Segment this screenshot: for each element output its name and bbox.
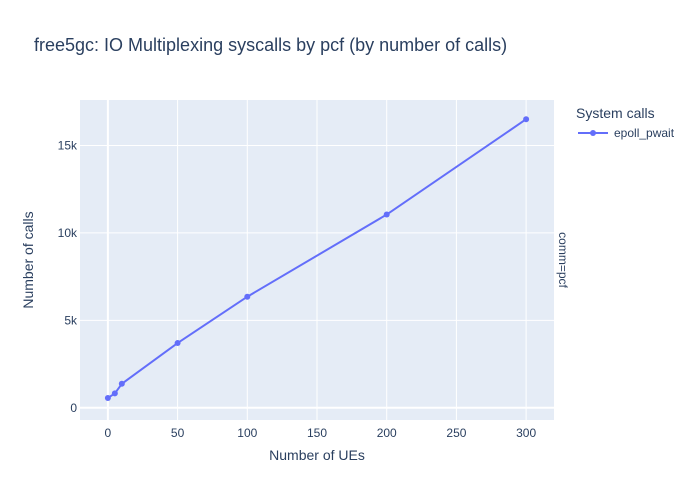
data-point[interactable] xyxy=(383,211,390,218)
x-tick-label: 100 xyxy=(237,426,257,440)
chart-title: free5gc: IO Multiplexing syscalls by pcf… xyxy=(34,35,507,55)
x-tick-label: 150 xyxy=(307,426,327,440)
legend: System calls epoll_pwait xyxy=(576,105,675,140)
y-tick-label: 15k xyxy=(58,138,78,152)
y-tick-label: 5k xyxy=(64,313,78,327)
legend-swatch-marker xyxy=(590,130,596,136)
y-tick-label: 0 xyxy=(70,401,77,415)
data-point[interactable] xyxy=(104,394,111,401)
x-tick-label: 250 xyxy=(446,426,466,440)
series-group xyxy=(104,116,530,401)
y-tick-labels: 0 5k 10k 15k xyxy=(58,138,78,414)
y-tick-label: 10k xyxy=(58,226,78,240)
data-point[interactable] xyxy=(244,293,251,300)
data-point[interactable] xyxy=(523,116,530,123)
x-axis-title: Number of UEs xyxy=(269,447,365,463)
data-point[interactable] xyxy=(118,380,125,387)
x-gridlines xyxy=(106,100,527,420)
x-tick-label: 0 xyxy=(105,426,112,440)
y-gridlines xyxy=(80,144,554,409)
legend-items[interactable]: epoll_pwait xyxy=(578,126,675,140)
x-tick-label: 200 xyxy=(377,426,397,440)
y-axis-title: Number of calls xyxy=(20,211,36,308)
x-tick-label: 50 xyxy=(171,426,185,440)
data-point[interactable] xyxy=(174,340,181,347)
x-tick-labels: 0 50 100 150 200 250 300 xyxy=(105,426,537,440)
data-point[interactable] xyxy=(111,390,118,397)
facet-label: comm=pcf xyxy=(556,232,570,288)
x-tick-label: 300 xyxy=(516,426,536,440)
legend-item-epoll_pwait[interactable]: epoll_pwait xyxy=(578,126,675,140)
legend-title: System calls xyxy=(576,105,655,121)
legend-label: epoll_pwait xyxy=(614,126,675,140)
